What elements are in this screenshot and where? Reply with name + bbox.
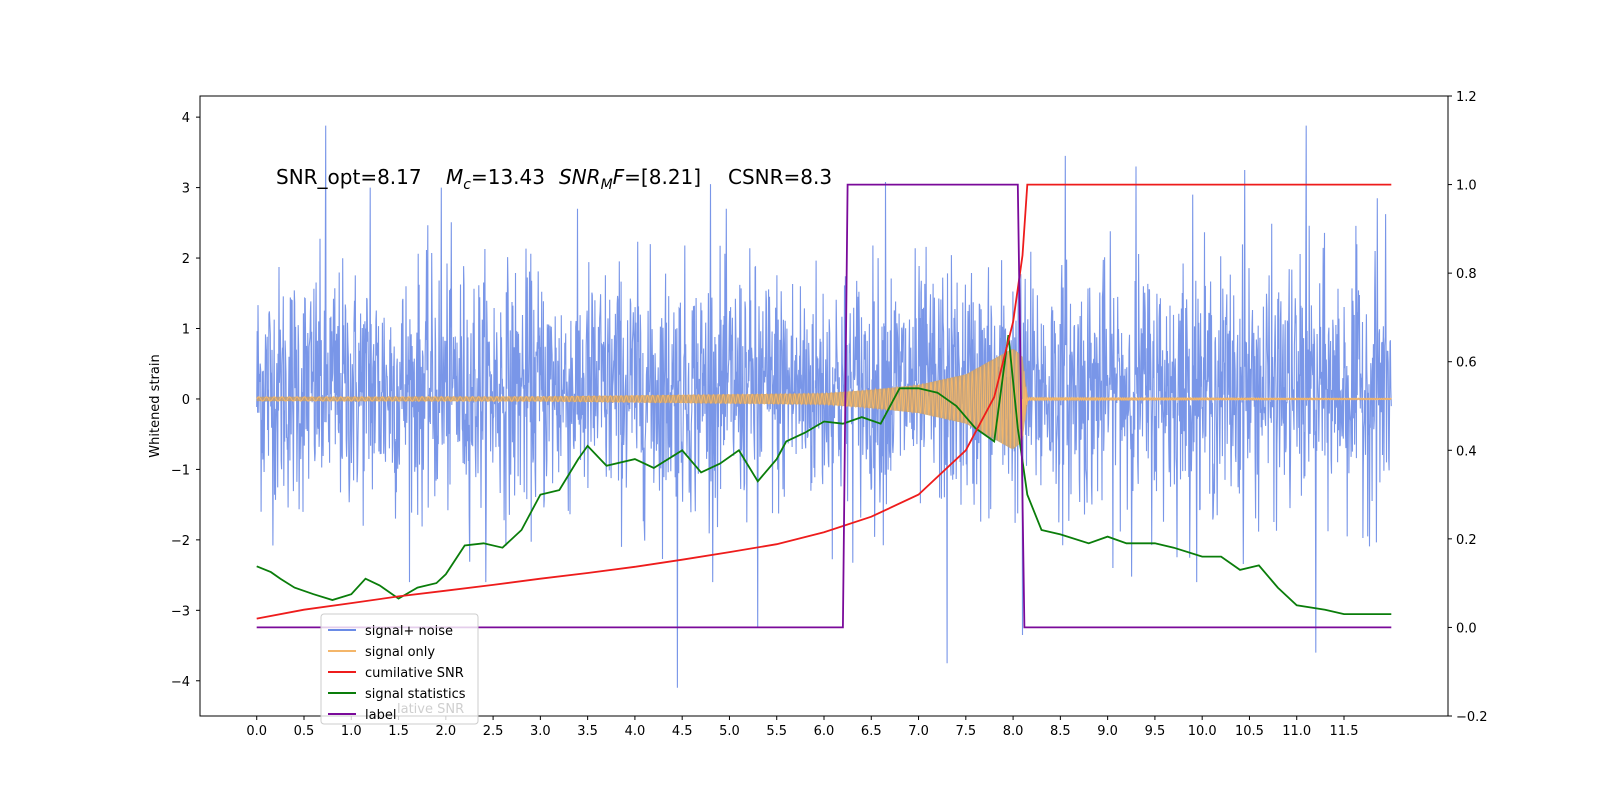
y-left-tick-label: −2 [171,534,190,549]
snr-mf-subscript: M [601,177,613,193]
series-signal-statistics [256,334,1392,615]
x-tick-label: 6.5 [861,724,882,739]
series-label [256,183,1392,629]
mc-text: Mc=13.43 [446,165,545,193]
x-axis-ticks: 0.0 0.5 1.0 1.5 2.0 2.5 3.0 3.5 4.0 4.5 5.0 5.5 6.0 6… [246,716,1358,739]
x-tick-label: 7.5 [955,724,976,739]
snr-opt-text: SNR_opt=8.17 [276,165,422,189]
x-tick-label: 0.0 [246,724,267,739]
snr-mf-f: F [613,165,625,189]
y-right-tick-label: 1.0 [1456,179,1477,194]
y-left-tick-label: −3 [171,604,190,619]
x-tick-label: 3.5 [577,724,598,739]
x-tick-label: 1.0 [341,724,362,739]
legend-label: cumilative SNR [365,666,464,681]
y-left-tick-label: −1 [171,463,190,478]
y-right-tick-label: 1.2 [1456,90,1477,105]
x-tick-label: 6.0 [814,724,835,739]
series-signal-only [256,349,1392,449]
y-right-tick-label: 0.8 [1456,267,1477,282]
x-tick-label: 10.5 [1235,724,1264,739]
series-signal-noise [256,125,1392,688]
x-tick-label: 11.0 [1282,724,1311,739]
mc-symbol: M [446,165,463,189]
snr-annotation: SNR_opt=8.17 Mc=13.43 SNRMF=[8.21] CSNR=… [276,165,832,193]
series-cumulative-snr [256,183,1392,620]
y-right-tick-label: 0.0 [1456,621,1477,636]
y-left-tick-label: 3 [182,182,190,197]
x-tick-label: 9.0 [1097,724,1118,739]
legend-label: signal+ noise [365,624,453,639]
series-layer [256,125,1392,688]
legend-entries: signal+ noise signal only cumilative SNR si… [328,624,466,723]
snr-mf-symbol: SNR [559,165,601,189]
x-tick-label: 5.5 [766,724,787,739]
legend: lative SNR signal+ noise signal only cumil… [320,613,479,725]
legend-hidden-text: lative SNR [397,702,464,717]
y-right-tick-label: 0.2 [1456,533,1477,548]
y-left-tick-label: 1 [182,323,190,338]
x-tick-label: 2.5 [483,724,504,739]
x-tick-label: 11.5 [1330,724,1359,739]
legend-label: label [365,708,396,723]
x-tick-label: 1.5 [388,724,409,739]
x-tick-label: 5.0 [719,724,740,739]
x-tick-label: 3.0 [530,724,551,739]
legend-box [320,613,479,725]
y-left-tick-label: 4 [182,111,190,126]
mc-subscript: c [463,177,471,193]
x-tick-label: 7.0 [908,724,929,739]
snr-mf-text: SNRMF=[8.21] [559,165,701,193]
x-tick-label: 4.5 [672,724,693,739]
csnr-text: CSNR=8.3 [728,165,832,189]
y-left-tick-label: 0 [182,393,190,408]
x-tick-label: 8.5 [1050,724,1071,739]
x-tick-label: 9.5 [1145,724,1166,739]
legend-label: signal only [365,645,435,660]
y-axis-left-ticks: −4 −3 −2 −1 0 1 2 3 4 [171,111,200,690]
y-right-tick-label: −0.2 [1456,710,1488,725]
x-tick-label: 8.0 [1003,724,1024,739]
y-axis-right-ticks: −0.2 0.0 0.2 0.4 0.6 0.8 1.0 1.2 [1448,90,1488,725]
legend-label: signal statistics [365,687,466,702]
y-right-tick-label: 0.6 [1456,356,1477,371]
x-tick-label: 4.0 [625,724,646,739]
y-left-tick-label: −4 [171,675,190,690]
y-left-tick-label: 2 [182,252,190,267]
x-tick-label: 0.5 [294,724,315,739]
x-tick-label: 10.0 [1188,724,1217,739]
y-axis-left-label: Whitened strain [148,354,163,457]
y-right-tick-label: 0.4 [1456,444,1477,459]
mc-value: =13.43 [471,165,545,189]
snr-mf-value: =[8.21] [624,165,701,189]
series-signal-only-envelope [256,349,1392,449]
x-tick-label: 2.0 [435,724,456,739]
